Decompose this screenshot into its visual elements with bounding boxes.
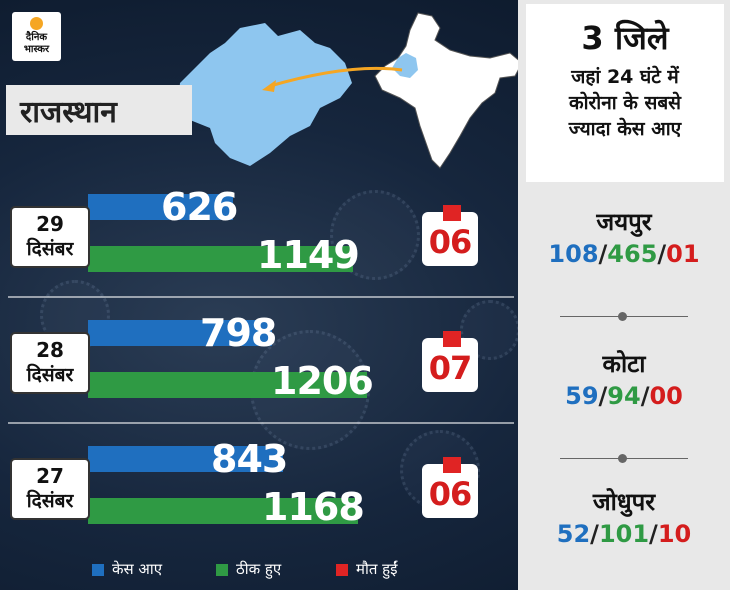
bar-cases	[88, 446, 283, 472]
district-deaths: 01	[666, 240, 700, 268]
legend-label: मौत हुईं	[356, 560, 398, 578]
date-day: 27	[36, 464, 64, 488]
bar-cases	[88, 320, 272, 346]
arrow-head-icon	[262, 80, 276, 92]
bar-recovered	[88, 372, 367, 398]
district-jaipur: जयपुर 108/465/01	[518, 206, 730, 270]
district-recovered: 465	[607, 240, 658, 268]
date-month: दिसंबर	[26, 490, 74, 512]
district-name: कोटा	[602, 350, 646, 378]
logo-text: भास्कर	[23, 44, 50, 55]
bar-recovered	[88, 246, 353, 272]
bar-label-recovered: 1149	[257, 233, 360, 277]
legend-label: केस आए	[112, 560, 163, 578]
date-day: 28	[36, 338, 64, 362]
flag-icon	[443, 205, 461, 221]
legend-swatch	[92, 564, 104, 576]
district-jodhpur: जोधुपर 52/101/10	[518, 486, 730, 550]
rajasthan-map-shape	[178, 23, 352, 166]
panel-subtitle-line: जहां 24 घंटे में	[571, 66, 679, 88]
district-deaths: 10	[657, 520, 692, 548]
district-stats: 108/465/01	[548, 240, 700, 268]
date-label: 27 दिसंबर	[10, 458, 90, 520]
district-divider	[560, 454, 688, 463]
deaths-value: 06	[428, 475, 473, 513]
bar-label-recovered: 1168	[262, 485, 365, 529]
district-cases: 108	[548, 240, 599, 268]
date-month: दिसंबर	[26, 364, 74, 386]
district-kota: कोटा 59/94/00	[518, 348, 730, 412]
bar-recovered	[88, 498, 358, 524]
legend-swatch	[336, 564, 348, 576]
bar-label-cases: 843	[211, 437, 288, 481]
row-divider	[8, 296, 514, 298]
district-divider	[560, 312, 688, 321]
logo-text: दैनिक	[25, 32, 48, 43]
district-stats: 52/101/10	[556, 520, 692, 548]
date-label: 29 दिसंबर	[10, 206, 90, 268]
district-recovered: 101	[598, 520, 650, 548]
deaths-value: 07	[428, 349, 473, 387]
deaths-value: 06	[428, 223, 473, 261]
date-day: 29	[36, 212, 64, 236]
india-map-shape	[374, 12, 523, 169]
top-districts-panel: 3 जिले जहां 24 घंटे में कोरोना के सबसे ज…	[518, 0, 730, 590]
panel-header: 3 जिले जहां 24 घंटे में कोरोना के सबसे ज…	[526, 4, 724, 182]
brand-logo: दैनिक भास्कर	[12, 12, 61, 61]
rajasthan-india-map	[178, 12, 523, 169]
bar-label-recovered: 1206	[271, 359, 374, 403]
district-stats: 59/94/00	[565, 382, 683, 410]
row-divider	[8, 422, 514, 424]
district-deaths: 00	[649, 382, 683, 410]
panel-subtitle-line: कोरोना के सबसे	[568, 92, 682, 114]
panel-subtitle-line: ज्यादा केस आए	[568, 118, 682, 140]
deaths-badge: 06	[422, 205, 478, 266]
sun-icon	[30, 17, 43, 30]
bar-label-cases: 626	[161, 185, 238, 229]
district-cases: 52	[556, 520, 591, 548]
panel-title: 3 जिले	[581, 19, 669, 57]
deaths-badge: 07	[422, 331, 478, 392]
legend-swatch	[216, 564, 228, 576]
bar-label-cases: 798	[200, 311, 277, 355]
flag-icon	[443, 331, 461, 347]
district-recovered: 94	[607, 382, 641, 410]
panel-subtitle: जहां 24 घंटे में कोरोना के सबसे ज्यादा क…	[526, 64, 724, 142]
district-name: जयपुर	[596, 208, 652, 236]
district-name: जोधुपर	[592, 488, 656, 516]
rajasthan-highlight	[392, 53, 418, 78]
flag-icon	[443, 457, 461, 473]
legend-label: ठीक हुए	[236, 560, 282, 578]
date-month: दिसंबर	[26, 238, 74, 260]
state-name: राजस्थान	[20, 95, 117, 130]
state-label: राजस्थान	[6, 85, 192, 135]
district-cases: 59	[565, 382, 599, 410]
pointer-arrow	[269, 66, 403, 88]
bar-cases	[88, 194, 233, 220]
deaths-badge: 06	[422, 457, 478, 518]
date-label: 28 दिसंबर	[10, 332, 90, 394]
